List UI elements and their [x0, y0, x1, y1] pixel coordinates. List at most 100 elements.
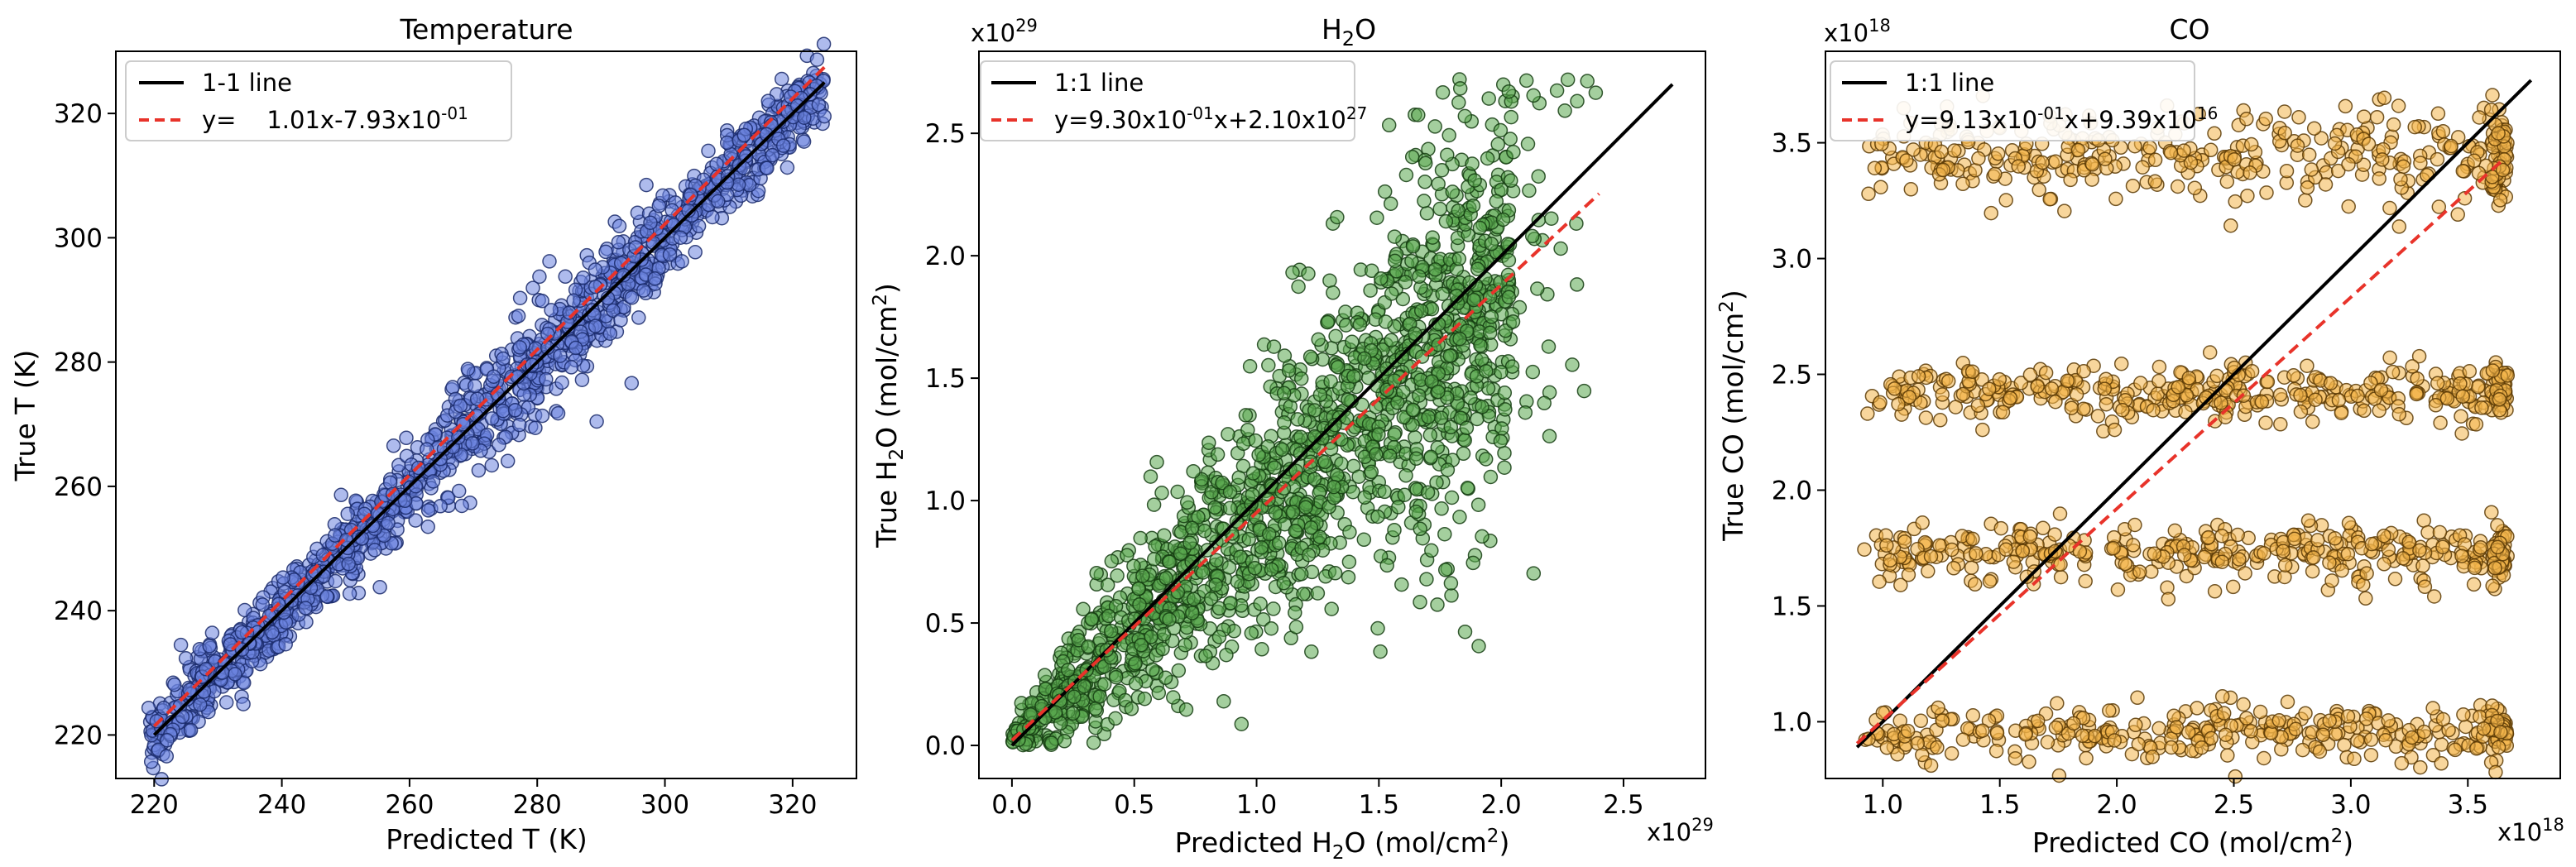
scatter-point — [1451, 95, 1466, 110]
x-tick-label: 0.0 — [991, 790, 1032, 820]
scatter-point — [1244, 625, 1259, 641]
scatter-point — [333, 487, 348, 503]
scatter-point — [1154, 486, 1169, 501]
scatter-point — [1383, 196, 1398, 211]
scatter-point — [1322, 273, 1337, 288]
scatter-point — [525, 280, 540, 295]
scatter-point — [1431, 384, 1446, 400]
y-axis-label-temperature: True T (K) — [9, 350, 41, 482]
scatter-point — [2069, 386, 2084, 402]
scatter-point — [2439, 391, 2455, 406]
scatter-point — [1057, 734, 1072, 749]
scatter-point — [141, 700, 156, 716]
scatter-point — [2387, 572, 2403, 587]
scatter-point — [2097, 381, 2113, 396]
scatter-point — [1440, 147, 1455, 162]
scatter-point — [1419, 206, 1435, 221]
ylabel-h2o-sup: 2 — [870, 294, 891, 306]
scatter-point — [1356, 532, 1372, 548]
scatter-point — [1238, 408, 1254, 423]
panel-temperature: Temperature 220 240 260 280 300 320 220240260… — [9, 13, 857, 855]
y-exponent-h2o-base: x10 — [971, 19, 1015, 47]
x-tick-label: 240 — [257, 790, 306, 820]
scatter-point — [2169, 720, 2185, 735]
scatter-point — [1222, 484, 1238, 500]
scatter-point — [1285, 505, 1301, 520]
scatter-point — [1394, 577, 1409, 592]
scatter-point — [2022, 367, 2038, 382]
scatter-point — [2276, 544, 2291, 558]
scatter-point — [2171, 380, 2186, 395]
scatter-point — [1493, 434, 1509, 448]
scatter-point — [1887, 381, 1902, 396]
scatter-point — [1493, 122, 1509, 138]
scatter-point — [2455, 163, 2471, 179]
scatter-point — [1108, 669, 1124, 685]
scatter-point — [2491, 126, 2506, 141]
scatter-point — [2060, 373, 2075, 388]
scatter-point — [2236, 697, 2251, 712]
scatter-point — [2381, 713, 2396, 728]
scatter-point — [228, 667, 242, 682]
scatter-point — [2063, 172, 2078, 188]
scatter-point — [558, 269, 573, 285]
scatter-point — [765, 147, 780, 163]
scatter-point — [662, 247, 678, 262]
scatter-point — [1370, 509, 1385, 525]
scatter-point — [1452, 81, 1468, 96]
legend-fit-main: y= 1.01x-7.93x10 — [202, 106, 441, 134]
scatter-point — [2415, 558, 2430, 573]
scatter-point — [2047, 527, 2062, 542]
axes-frame-temperature — [115, 50, 857, 779]
scatter-point — [2357, 403, 2372, 419]
scatter-point — [1444, 588, 1459, 603]
x-tick-label: 2.0 — [1480, 790, 1521, 820]
scatter-point — [1879, 740, 1895, 755]
scatter-point — [2151, 359, 2167, 375]
scatter-point — [2107, 422, 2123, 438]
scatter-point — [2050, 696, 2065, 711]
scatter-point — [2214, 689, 2230, 704]
scatter-point — [1184, 520, 1200, 535]
scatter-point — [2341, 515, 2357, 531]
scatter-point — [1437, 526, 1452, 542]
ylabel-h2o-c: ) — [871, 283, 903, 294]
scatter-point — [1285, 265, 1300, 280]
scatter-point — [1412, 388, 1427, 403]
scatter-point — [539, 371, 554, 387]
x-tick-label: 1.5 — [1359, 790, 1399, 820]
scatter-point — [1423, 449, 1438, 464]
scatter-point — [606, 303, 621, 319]
scatter-point — [2202, 345, 2218, 360]
scatter-point — [1988, 166, 2003, 182]
scatter-point — [2180, 725, 2196, 740]
scatter-point — [1588, 85, 1604, 100]
scatter-point — [2228, 194, 2243, 209]
scatter-point — [1998, 542, 2013, 558]
scatter-point — [1501, 252, 1517, 268]
scatter-point — [1326, 479, 1341, 495]
scatter-point — [1955, 732, 1971, 747]
scatter-point — [2341, 199, 2356, 214]
scatter-point — [1418, 156, 1433, 171]
scatter-point — [507, 402, 523, 418]
scatter-point — [2468, 417, 2484, 432]
scatter-point — [1320, 314, 1336, 330]
scatter-point — [1434, 501, 1449, 516]
scatter-point — [760, 160, 775, 175]
scatter-point — [1288, 524, 1303, 539]
scatter-point — [1931, 700, 1945, 716]
scatter-point — [1202, 435, 1216, 450]
scatter-point — [328, 573, 343, 589]
scatter-point — [2318, 177, 2334, 192]
scatter-point — [2381, 542, 2396, 558]
scatter-point — [2052, 506, 2068, 521]
x-exponent-co-power: 18 — [2542, 815, 2564, 835]
scatter-point — [568, 340, 583, 356]
scatter-point — [1518, 405, 1533, 420]
scatter-point — [2003, 390, 2018, 405]
scatter-point — [602, 326, 618, 341]
scatter-point — [2487, 560, 2502, 576]
scatter-point — [1475, 529, 1489, 544]
y-tick-label: 0.0 — [925, 731, 966, 761]
